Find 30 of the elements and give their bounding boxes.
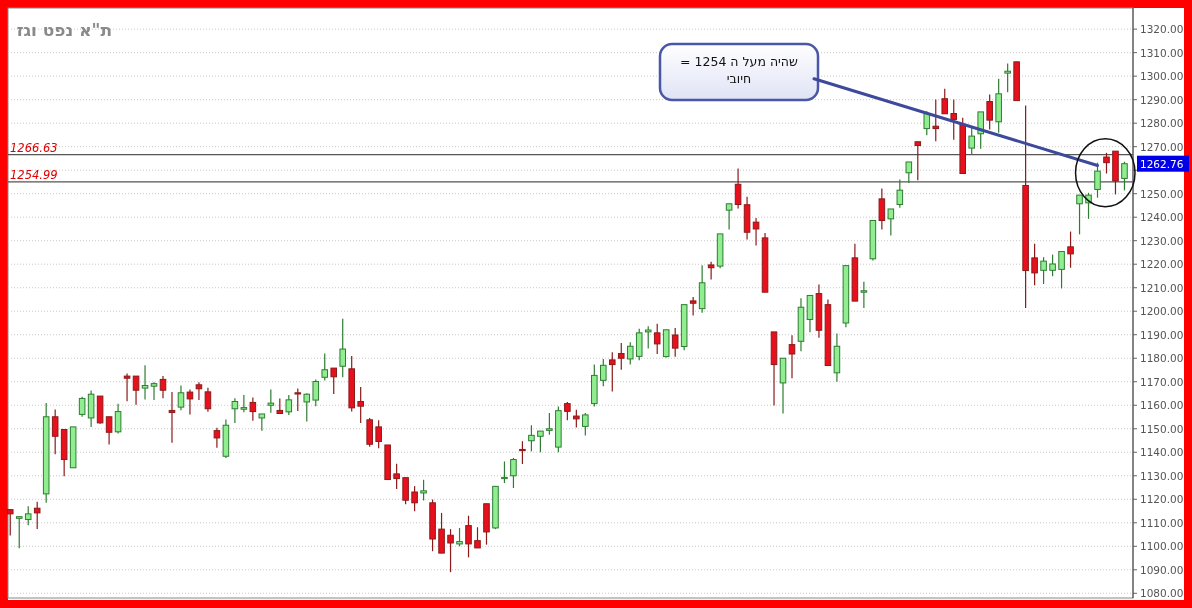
- y-tick-label: 1160.00: [1140, 399, 1184, 412]
- y-tick-label: 1210.00: [1140, 281, 1184, 294]
- y-tick-label: 1200.00: [1140, 305, 1184, 318]
- y-tick-label: 1100.00: [1140, 540, 1184, 553]
- y-tick-label: 1180.00: [1140, 352, 1184, 365]
- y-tick-label: 1270.00: [1140, 140, 1184, 153]
- annotation: שהיה מעל ה 1254 = חיובי: [680, 54, 799, 86]
- y-tick-label: 1290.00: [1140, 93, 1184, 106]
- y-tick-label: 1280.00: [1140, 117, 1184, 130]
- y-tick-label: 1080.00: [1140, 587, 1184, 600]
- ref-line-label: 1266.63: [10, 140, 58, 155]
- callout: שהיה מעל ה 1254 = חיובי: [658, 42, 820, 102]
- price-tag: 1262.76: [1137, 155, 1189, 172]
- y-tick-label: 1300.00: [1140, 70, 1184, 83]
- y-tick-label: 1230.00: [1140, 234, 1184, 247]
- text: ת"א נפט וגז: [16, 20, 112, 40]
- y-tick-label: 1190.00: [1140, 328, 1184, 341]
- y-tick-label: 1220.00: [1140, 258, 1184, 271]
- y-tick-label: 1090.00: [1140, 563, 1184, 576]
- y-tick-label: 1110.00: [1140, 516, 1184, 529]
- y-tick-label: 1170.00: [1140, 375, 1184, 388]
- y-tick-label: 1240.00: [1140, 211, 1184, 224]
- y-tick-label: 1130.00: [1140, 469, 1184, 482]
- ref-line-label: 1254.99: [10, 167, 58, 182]
- y-tick-label: 1320.00: [1140, 23, 1184, 36]
- y-tick-label: 1140.00: [1140, 446, 1184, 459]
- y-tick-label: 1150.00: [1140, 422, 1184, 435]
- y-tick-label: 1250.00: [1140, 187, 1184, 200]
- y-tick-label: 1310.00: [1140, 46, 1184, 59]
- y-tick-label: 1120.00: [1140, 493, 1184, 506]
